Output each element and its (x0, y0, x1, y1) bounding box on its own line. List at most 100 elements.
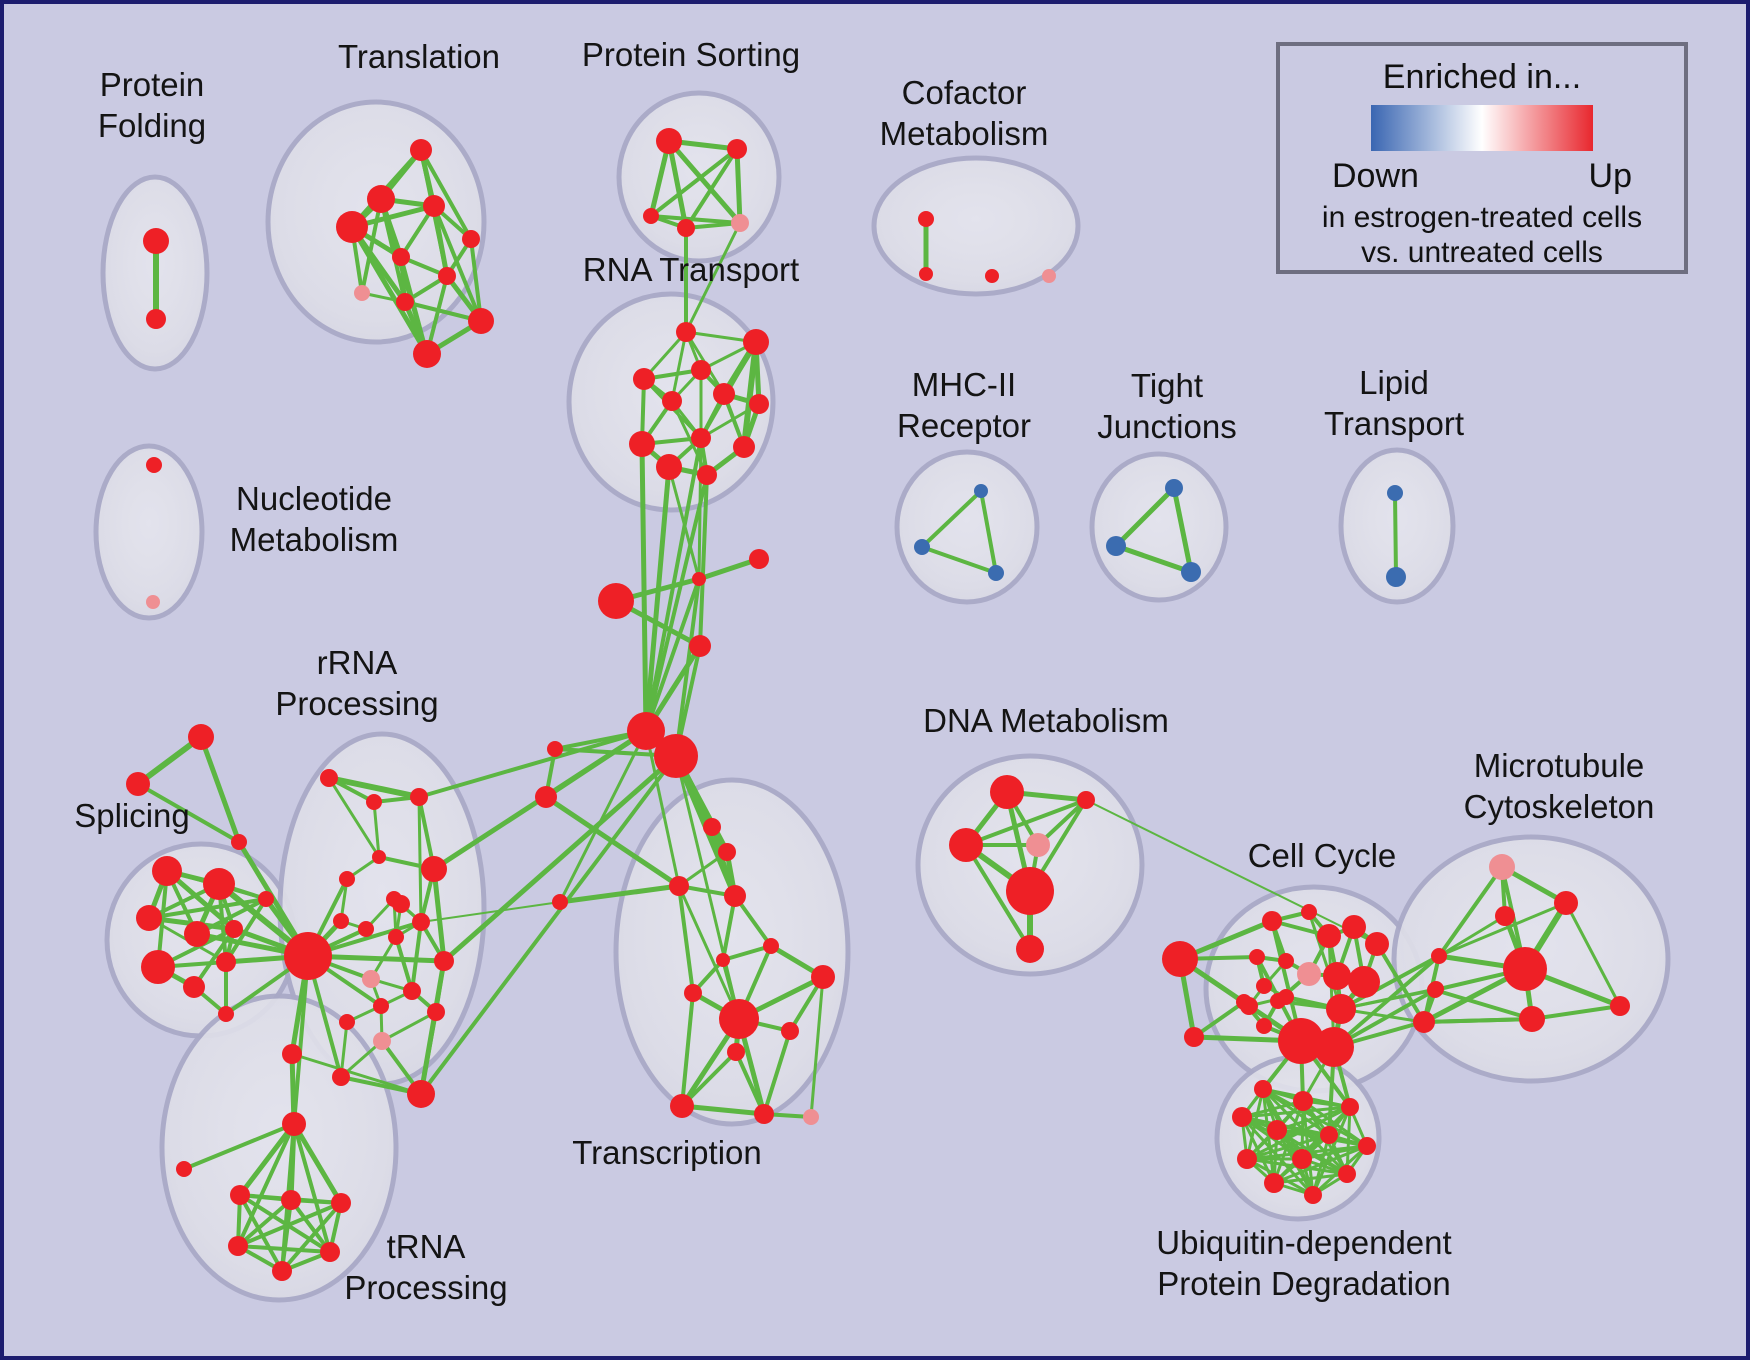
network-node-8 (438, 267, 456, 285)
network-node-34 (627, 712, 665, 750)
network-edge (236, 1122, 296, 1248)
network-node-45 (141, 950, 175, 984)
network-edge (360, 197, 383, 295)
network-node-105 (1301, 904, 1317, 920)
network-node-134 (1610, 996, 1630, 1016)
network-node-85 (724, 885, 746, 907)
network-edge (680, 1050, 738, 1108)
network-node-159 (146, 457, 162, 473)
legend-caption-line2: vs. untreated cells (1361, 236, 1603, 269)
network-node-142 (1237, 1149, 1257, 1169)
network-node-141 (1358, 1137, 1376, 1155)
legend-up-label: Up (1588, 157, 1632, 195)
network-node-150 (1042, 269, 1056, 283)
network-node-136 (1293, 1091, 1313, 1111)
network-edge (964, 843, 1032, 951)
network-canvas: Protein Folding Translation Protein Sorting… (74, 36, 1671, 1306)
network-node-65 (373, 998, 389, 1014)
network-edge (417, 729, 648, 799)
network-edge (419, 148, 473, 241)
cluster-label-lipid-transport: Lipid Transport (1324, 364, 1464, 442)
network-edge (697, 436, 703, 581)
network-edge (920, 545, 998, 575)
network-node-119 (1278, 989, 1294, 1005)
network-edge (667, 465, 701, 581)
network-edge (182, 1122, 296, 1171)
network-nodes (126, 128, 1630, 1281)
network-edge (1393, 491, 1398, 579)
network-node-51 (366, 794, 382, 810)
network-node-117 (1184, 1027, 1204, 1047)
network-edge (557, 883, 682, 905)
network-node-126 (1489, 854, 1515, 880)
network-edge (135, 734, 204, 787)
network-node-84 (669, 876, 689, 896)
network-edge (1437, 914, 1507, 958)
network-node-99 (949, 828, 983, 862)
network-node-59 (386, 891, 402, 907)
network-node-160 (146, 595, 160, 609)
network-node-18 (676, 322, 696, 342)
network-node-47 (183, 976, 205, 998)
network-edge (674, 577, 701, 758)
network-edge (236, 1198, 293, 1248)
network-node-144 (1338, 1165, 1356, 1183)
network-node-74 (230, 1185, 250, 1205)
network-edge (380, 1010, 438, 1043)
network-edge (1192, 1000, 1246, 1039)
network-edge (809, 975, 825, 1119)
network-edge (734, 1050, 766, 1116)
network-node-100 (1026, 833, 1050, 857)
network-node-17 (731, 214, 749, 232)
network-node-104 (1262, 911, 1282, 931)
network-node-90 (684, 984, 702, 1002)
network-node-132 (1414, 1013, 1432, 1031)
legend-end-labels: Down Up (1332, 157, 1632, 196)
network-edge (741, 339, 759, 450)
network-node-107 (1342, 915, 1366, 939)
network-node-81 (535, 786, 557, 808)
network-edge (292, 954, 310, 1126)
network-edge (1300, 1144, 1369, 1161)
network-edge (644, 729, 681, 888)
network-node-44 (258, 891, 274, 907)
network-node-35 (654, 734, 698, 778)
cluster-label-cofactor-metabolism: Cofactor Metabolism (880, 74, 1049, 152)
network-edge (684, 147, 739, 230)
cluster-label-protein-folding: Protein Folding (98, 66, 206, 144)
network-edge (431, 866, 447, 964)
network-node-49 (284, 932, 332, 980)
network-node-63 (362, 970, 380, 988)
network-edge (684, 221, 742, 334)
legend-caption: in estrogen-treated cells vs. untreated … (1322, 200, 1642, 270)
cluster-label-translation: Translation (338, 38, 500, 75)
network-node-157 (1387, 485, 1403, 501)
network-edge (979, 489, 998, 575)
network-node-131 (1427, 982, 1443, 998)
network-node-113 (1348, 966, 1380, 998)
network-node-57 (333, 913, 349, 929)
network-node-120 (1256, 1018, 1272, 1034)
network-node-79 (272, 1261, 292, 1281)
network-edge (1375, 942, 1426, 1024)
network-node-154 (1165, 479, 1183, 497)
cluster-label-rrna-processing: rRNA Processing (275, 644, 438, 722)
network-node-86 (552, 894, 568, 910)
network-node-151 (974, 484, 988, 498)
network-node-110 (1278, 953, 1294, 969)
network-node-43 (225, 920, 243, 938)
network-node-73 (176, 1161, 192, 1177)
network-node-23 (713, 383, 735, 405)
network-node-33 (689, 635, 711, 657)
network-edge (1564, 901, 1622, 1008)
network-node-15 (643, 208, 659, 224)
network-node-138 (1232, 1107, 1252, 1127)
network-node-32 (598, 583, 634, 619)
network-node-118 (1240, 997, 1258, 1015)
cluster-label-rna-transport: RNA Transport (583, 251, 799, 288)
network-edge (558, 729, 648, 904)
network-node-98 (1077, 791, 1095, 809)
network-node-93 (781, 1022, 799, 1040)
network-node-111 (1297, 962, 1321, 986)
